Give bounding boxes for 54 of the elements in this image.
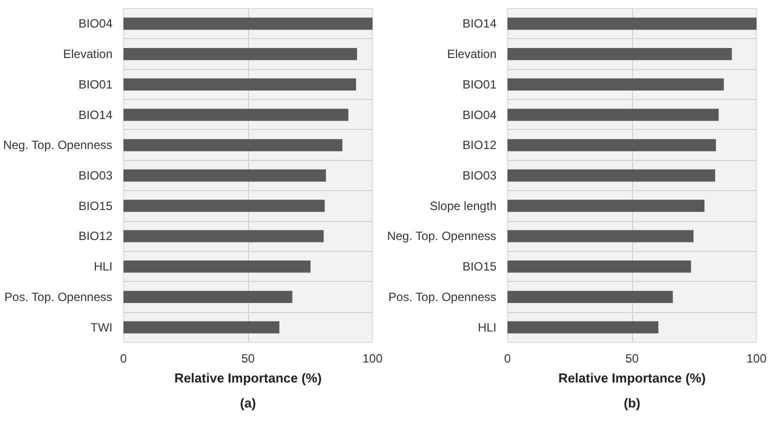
y-tick-label: HLI [478, 320, 497, 334]
y-tick-label: BIO03 [462, 168, 497, 182]
y-tick-label: BIO14 [78, 108, 113, 122]
y-tick-label: TWI [90, 320, 113, 334]
y-tick-label: Elevation [447, 47, 497, 62]
y-tick-label: BIO03 [78, 168, 113, 182]
bar [508, 108, 719, 121]
y-tick-label: Neg. Top. Openness [387, 229, 496, 244]
y-tick-label: Elevation [63, 47, 113, 62]
y-tick-label: Neg. Top. Openness [3, 138, 112, 152]
x-tick-label: 0 [504, 352, 512, 366]
bar [124, 260, 310, 273]
bar [508, 18, 756, 30]
bar [124, 139, 342, 152]
x-tick-label: 50 [625, 352, 639, 366]
y-tick-label: BIO04 [462, 108, 497, 122]
text: (a) [240, 396, 256, 410]
bar [124, 169, 326, 182]
bar [508, 48, 732, 60]
bar [508, 169, 716, 182]
bar [124, 290, 292, 304]
y-tick-label: Pos. Top. Openness [388, 290, 496, 304]
bar [124, 78, 356, 90]
text: (b) [624, 396, 640, 410]
y-tick-label: BIO01 [462, 77, 497, 92]
y-tick-label: BIO15 [462, 260, 497, 274]
y-tick-label: Pos. Top. Openness [4, 290, 112, 304]
y-tick-label: BIO04 [78, 16, 113, 31]
x-axis-title: Relative Importance (%) [558, 370, 706, 386]
bar [508, 230, 694, 242]
bar [124, 230, 324, 242]
y-tick-label: BIO01 [78, 77, 113, 92]
bar [124, 321, 280, 334]
bar [124, 200, 325, 212]
bar [508, 260, 692, 273]
bar [508, 139, 716, 152]
bar [124, 18, 372, 30]
bar [508, 200, 704, 212]
y-tick-label: BIO14 [462, 16, 497, 31]
bar [508, 78, 724, 90]
bar [124, 48, 358, 60]
bar [508, 290, 673, 304]
y-tick-label: HLI [94, 260, 113, 274]
y-tick-label: Slope length [430, 198, 497, 213]
x-tick-label: 50 [241, 352, 255, 366]
x-axis-title: Relative Importance (%) [174, 370, 322, 386]
x-tick-label: 0 [120, 352, 128, 366]
y-tick-label: BIO12 [462, 138, 497, 152]
bar [124, 108, 348, 121]
y-tick-label: BIO15 [78, 198, 113, 213]
x-tick-label: 100 [362, 352, 383, 366]
y-tick-label: BIO12 [78, 229, 113, 244]
bar [508, 321, 658, 334]
x-tick-label: 100 [746, 352, 767, 366]
